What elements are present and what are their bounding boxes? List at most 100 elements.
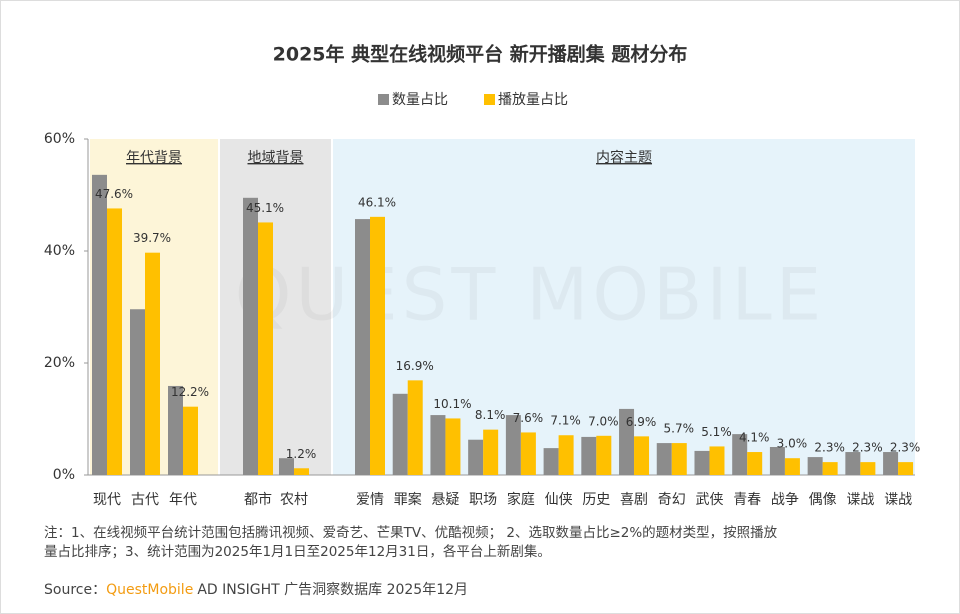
x-tick-label: 谍战: [846, 492, 874, 508]
bar: [784, 458, 800, 475]
bar: [769, 447, 785, 475]
bar: [732, 434, 748, 475]
source: Source：QuestMobile AD INSIGHT 广告洞察数据库 202…: [44, 581, 468, 598]
value-label: 2.3%: [814, 441, 845, 455]
bar: [581, 436, 597, 475]
x-tick-label: 青春: [733, 492, 761, 508]
bar: [520, 432, 536, 475]
x-tick-label: 仙侠: [545, 492, 573, 508]
value-label: 7.6%: [513, 411, 544, 425]
value-label: 7.1%: [550, 414, 581, 428]
bar: [355, 219, 370, 475]
bar: [619, 408, 635, 475]
bar: [407, 380, 423, 475]
group-label: 内容主题: [596, 149, 652, 166]
group-panel: [220, 139, 331, 475]
bar: [107, 208, 122, 475]
note: 量占比排序；3、统计范围为2025年1月1日至2025年12月31日，各平台上新…: [44, 544, 551, 560]
x-tick-label: 战争: [771, 492, 799, 508]
group-label: 年代背景: [126, 150, 182, 166]
bar: [543, 448, 559, 475]
note: 注：1、在线视频平台统计范围包括腾讯视频、爱奇艺、芒果TV、优酷视频； 2、选取…: [44, 524, 778, 541]
value-label: 7.0%: [588, 414, 619, 428]
x-tick-label: 现代: [93, 492, 121, 508]
bar: [845, 452, 861, 475]
x-tick-label: 家庭: [507, 491, 535, 508]
bar: [898, 462, 914, 475]
value-label: 2.3%: [890, 441, 921, 455]
x-tick-label: 爱情: [356, 492, 384, 508]
bar: [596, 435, 612, 475]
bar: [445, 418, 461, 475]
y-tick-label: 20%: [44, 355, 75, 371]
value-label: 4.1%: [739, 431, 770, 445]
bar: [671, 443, 687, 475]
value-label: 1.2%: [286, 447, 317, 461]
value-label: 6.9%: [626, 415, 657, 429]
x-tick-label: 武侠: [695, 492, 723, 508]
bar: [92, 174, 107, 475]
y-tick-label: 40%: [44, 243, 75, 259]
bar: [258, 222, 273, 475]
bar: [130, 309, 145, 475]
value-label: 12.2%: [171, 385, 209, 399]
x-tick-label: 罪案: [394, 491, 422, 508]
x-tick-label: 历史: [582, 492, 610, 508]
group-label: 地域背景: [248, 150, 304, 166]
x-tick-label: 年代: [169, 492, 197, 508]
bar: [279, 458, 294, 475]
x-tick-label: 奇幻: [658, 491, 686, 508]
value-label: 47.6%: [95, 187, 133, 201]
watermark: QUEST MOBILE: [235, 253, 825, 337]
x-tick-label: 职场: [469, 492, 497, 508]
bar: [468, 439, 484, 475]
bar: [883, 452, 899, 475]
bar: [709, 446, 725, 475]
value-label: 2.3%: [852, 441, 883, 455]
bar: [483, 429, 499, 475]
value-label: 16.9%: [396, 359, 434, 373]
legend-label: 播放量占比: [498, 92, 568, 108]
bar: [168, 385, 183, 475]
bar: [747, 452, 763, 475]
bar: [558, 435, 574, 475]
legend-swatch: [484, 94, 495, 105]
bar: [634, 436, 650, 475]
bar: [183, 406, 198, 475]
x-tick-label: 喜剧: [620, 492, 648, 508]
bar: [822, 462, 838, 475]
x-tick-label: 悬疑: [431, 492, 459, 508]
x-tick-label: 古代: [131, 492, 159, 508]
bar: [145, 252, 160, 475]
value-label: 5.7%: [664, 422, 695, 436]
value-label: 3.0%: [777, 437, 808, 451]
legend-swatch: [378, 94, 389, 105]
legend-label: 数量占比: [392, 92, 448, 108]
x-tick-label: 偶像: [809, 492, 837, 508]
value-label: 10.1%: [433, 397, 471, 411]
y-tick-label: 0%: [53, 467, 75, 483]
source-brand: QuestMobile: [106, 582, 193, 598]
bar: [860, 462, 876, 475]
bar: [694, 450, 710, 475]
value-label: 8.1%: [475, 408, 506, 422]
bar: [294, 468, 309, 475]
value-label: 5.1%: [701, 425, 732, 439]
source-label: Source：: [44, 582, 106, 598]
bar: [807, 457, 823, 475]
bar: [430, 415, 446, 475]
x-tick-label: 农村: [280, 492, 308, 508]
bar: [370, 216, 385, 475]
source-rest: AD INSIGHT 广告洞察数据库 2025年12月: [197, 581, 468, 598]
y-tick-label: 60%: [44, 131, 75, 147]
value-label: 45.1%: [246, 201, 284, 215]
x-tick-label: 都市: [244, 491, 272, 508]
bar: [392, 393, 408, 475]
x-tick-label: 谍战: [884, 492, 912, 508]
bar: [243, 197, 258, 476]
value-label: 46.1%: [358, 195, 396, 209]
bar: [656, 443, 672, 475]
chart-title: 2025年 典型在线视频平台 新开播剧集 题材分布: [273, 43, 688, 66]
bar: [505, 415, 521, 475]
